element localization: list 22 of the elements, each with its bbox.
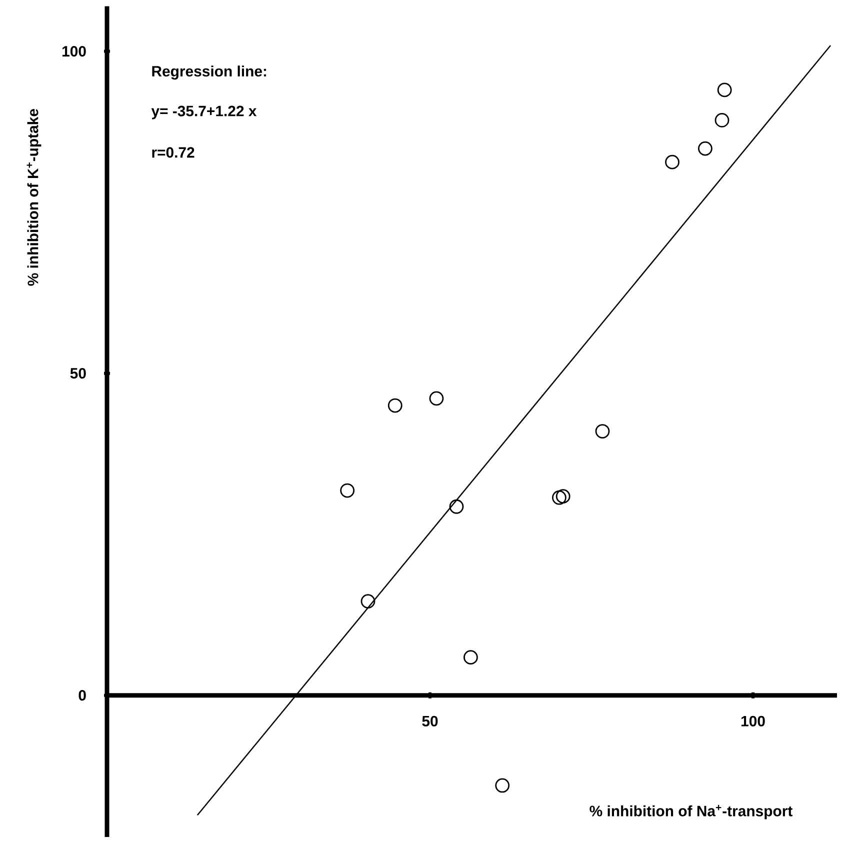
point (429, 391, 444, 406)
y-axis-title: % inhibition of K$^{+}$-uptake (26, 109, 42, 286)
point (464, 650, 478, 665)
point (360, 594, 376, 608)
point (340, 483, 355, 498)
point (698, 141, 712, 156)
y-tick-label: 100 (62, 46, 86, 57)
point (595, 424, 610, 438)
point (449, 499, 464, 514)
annotation: y= -35.7+1.22 x (151, 106, 257, 120)
point (552, 490, 566, 505)
point (714, 113, 730, 128)
point (556, 489, 570, 504)
point (388, 398, 402, 413)
annotation: r=0.72 (152, 147, 194, 158)
x-axis-title: % inhibition of Na$^{+}$-transport (590, 804, 792, 820)
y-tick-label: 0 (78, 690, 86, 701)
annotation: Regression line: (152, 66, 266, 80)
point (717, 82, 732, 98)
y-tick-label: 50 (70, 368, 86, 379)
point (495, 778, 510, 793)
point (665, 154, 680, 170)
